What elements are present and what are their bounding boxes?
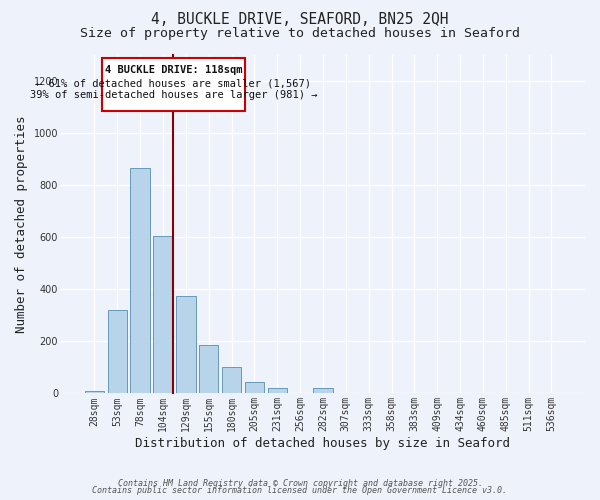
- Text: Contains HM Land Registry data © Crown copyright and database right 2025.: Contains HM Land Registry data © Crown c…: [118, 478, 482, 488]
- Bar: [107, 310, 127, 394]
- Bar: [245, 382, 264, 394]
- Bar: [176, 296, 196, 394]
- Bar: [85, 391, 104, 394]
- X-axis label: Distribution of detached houses by size in Seaford: Distribution of detached houses by size …: [136, 437, 511, 450]
- Bar: [268, 388, 287, 394]
- Bar: [130, 168, 150, 394]
- Text: Contains public sector information licensed under the Open Government Licence v3: Contains public sector information licen…: [92, 486, 508, 495]
- FancyBboxPatch shape: [103, 58, 245, 111]
- Text: 39% of semi-detached houses are larger (981) →: 39% of semi-detached houses are larger (…: [30, 90, 317, 100]
- Bar: [199, 346, 218, 394]
- Y-axis label: Number of detached properties: Number of detached properties: [15, 116, 28, 333]
- Text: 4 BUCKLE DRIVE: 118sqm: 4 BUCKLE DRIVE: 118sqm: [105, 66, 242, 76]
- Text: ← 61% of detached houses are smaller (1,567): ← 61% of detached houses are smaller (1,…: [37, 78, 311, 88]
- Bar: [154, 236, 173, 394]
- Bar: [313, 388, 332, 394]
- Text: Size of property relative to detached houses in Seaford: Size of property relative to detached ho…: [80, 28, 520, 40]
- Bar: [222, 368, 241, 394]
- Text: 4, BUCKLE DRIVE, SEAFORD, BN25 2QH: 4, BUCKLE DRIVE, SEAFORD, BN25 2QH: [151, 12, 449, 28]
- Bar: [496, 393, 515, 394]
